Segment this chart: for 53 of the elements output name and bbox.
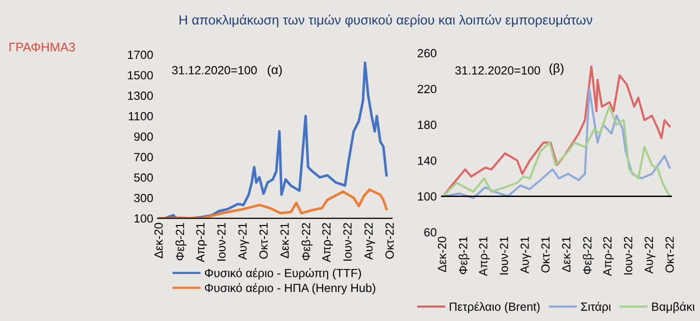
x-tick-label: Οκτ-22 [665, 236, 674, 272]
x-tick-label: Φεβ-21 [458, 236, 470, 274]
x-tick-label: Αυγ-22 [364, 223, 376, 260]
y-tick-label: 300 [134, 194, 153, 202]
line-series [442, 106, 671, 198]
text: (β) [550, 63, 564, 76]
y-tick-label: 100 [134, 214, 153, 223]
y-tick-label: 260 [418, 49, 436, 58]
y-tick-label: 500 [134, 173, 153, 182]
line-series [442, 88, 671, 200]
y-tick-label: 180 [418, 120, 436, 130]
legend-label: Φυσικό αέριο - ΗΠΑ (Henry Hub) [204, 283, 376, 294]
text: (α) [268, 64, 282, 77]
legend-label: Φυσικό αέριο - Ευρώπη (TTF) [204, 268, 361, 280]
x-tick-label: Φεβ-22 [302, 223, 313, 260]
y-tick-label: 1100 [128, 112, 153, 120]
y-tick-label: 700 [134, 152, 153, 162]
x-tick-label: Φεβ-22 [582, 236, 594, 274]
x-tick-label: Οκτ-21 [541, 236, 550, 272]
x-tick-label: Αυγ-22 [644, 236, 656, 274]
x-tick-label: Οκτ-22 [385, 223, 394, 259]
y-tick-label: 60 [424, 228, 436, 236]
y-tick-label: 900 [134, 132, 153, 141]
text: ΓΡΑΦΗΜΑ3 [10, 42, 75, 52]
y-tick-label: 140 [418, 156, 436, 165]
x-tick-label: Ιουν-22 [624, 236, 632, 274]
y-tick-label: 1300 [128, 92, 153, 100]
annotation: 31.12.2020=100 [455, 66, 540, 75]
x-tick-label: Αυγ-21 [238, 223, 249, 260]
x-tick-label: Δεκ-21 [562, 236, 570, 272]
x-tick-label: Δεκ-20 [154, 222, 163, 258]
x-tick-label: Δεκ-20 [438, 236, 446, 272]
x-tick-label: Φεβ-21 [175, 223, 186, 260]
x-tick-label: Ιουν-21 [500, 236, 508, 274]
legend-label: Βαμβάκι [652, 302, 695, 314]
annotation: 31.12.2020=100 [172, 66, 257, 74]
x-tick-label: Απρ-21 [479, 236, 490, 276]
legend-label: Σιτάρι [581, 302, 611, 314]
x-tick-label: Δεκ-21 [280, 223, 289, 258]
x-tick-label: Ιουν-22 [343, 223, 352, 261]
x-tick-label: Απρ-22 [603, 236, 614, 276]
x-tick-label: Απρ-22 [322, 223, 333, 262]
line-series [158, 188, 388, 218]
x-tick-label: Οκτ-21 [259, 223, 268, 259]
x-tick-label: Αυγ-21 [520, 236, 532, 274]
y-tick-label: 100 [418, 192, 436, 201]
x-tick-label: Απρ-21 [196, 223, 207, 262]
y-tick-label: 1700 [128, 50, 153, 59]
x-tick-label: Ιουν-21 [217, 223, 226, 261]
legend-label: Πετρέλαιο (Brent) [450, 302, 540, 314]
y-tick-label: 1500 [128, 71, 153, 80]
chart-subtitle: Η αποκλιμάκωση των τιμών φυσικού αερίου και λοιπών εμπορευμάτων [180, 14, 592, 28]
y-tick-label: 220 [418, 84, 436, 94]
